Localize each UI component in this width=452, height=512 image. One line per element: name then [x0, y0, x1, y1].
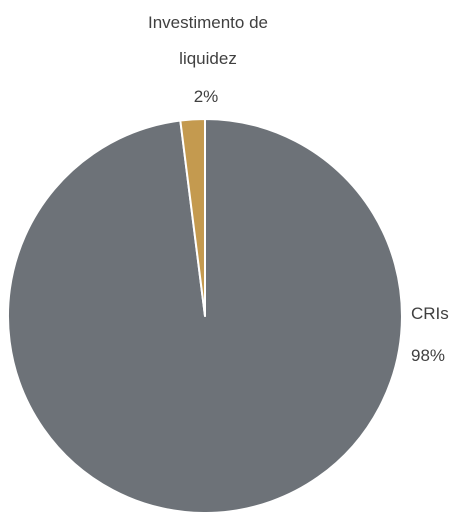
- slice-label-investimento: Investimento de liquidez 2%: [148, 13, 268, 106]
- slice-label-cris: CRIs 98%: [411, 304, 449, 365]
- slice-label-cris-name: CRIs: [411, 304, 449, 323]
- slice-label-investimento-line1: Investimento de: [148, 13, 268, 32]
- pie-slices: [7, 117, 403, 512]
- slice-label-investimento-value: 2%: [194, 87, 219, 106]
- pie-slice-0: [7, 118, 403, 512]
- slice-label-investimento-line2: liquidez: [179, 49, 237, 68]
- slice-label-cris-value: 98%: [411, 346, 445, 365]
- pie-slice-1: [179, 117, 206, 317]
